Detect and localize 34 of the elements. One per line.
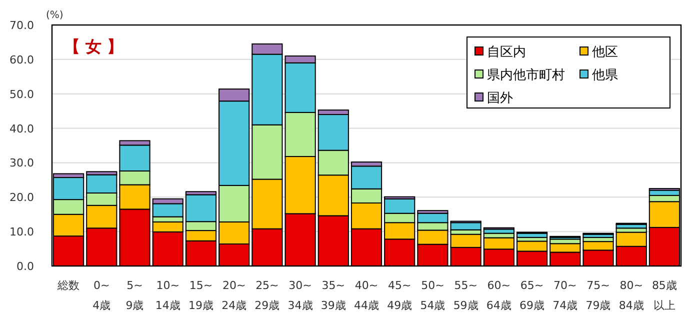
legend-label: 他区 <box>592 45 618 60</box>
legend-label: 国外 <box>487 91 513 106</box>
x-tick-label: 0~4歳 <box>92 279 111 312</box>
x-tick-label: 45~49歳 <box>387 279 412 312</box>
x-tick-label: 40~44歳 <box>354 279 379 312</box>
x-tick-label: 70~74歳 <box>552 279 578 312</box>
x-tick-label: 55~59歳 <box>453 279 478 312</box>
legend-label: 県内他市町村 <box>487 68 565 83</box>
x-tick-label: 総数 <box>56 279 80 292</box>
x-tick-label: 15~19歳 <box>188 279 214 312</box>
legend-label: 自区内 <box>487 45 526 60</box>
y-tick-label: 10.0 <box>10 226 34 239</box>
x-tick-label: 25~29歳 <box>254 279 280 312</box>
x-tick-label: 10~14歳 <box>155 279 180 312</box>
y-tick-label: 50.0 <box>10 88 34 101</box>
y-axis-title: (%) <box>46 10 64 21</box>
legend-label: 他県 <box>592 68 618 83</box>
y-tick-label: 40.0 <box>10 122 34 136</box>
x-tick-label: 20~24歳 <box>222 279 247 312</box>
y-tick-label: 60.0 <box>10 53 34 66</box>
y-tick-label: 0.0 <box>16 260 34 273</box>
y-tick-label: 70.0 <box>10 19 34 32</box>
x-tick-label: 75~79歳 <box>586 279 611 312</box>
y-tick-label: 30.0 <box>10 156 34 170</box>
x-tick-label: 65~69歳 <box>520 279 545 312</box>
x-tick-label: 50~54歳 <box>420 279 446 312</box>
x-tick-label: 5~9歳 <box>126 279 144 312</box>
x-tick-label: 60~64歳 <box>486 279 512 312</box>
y-tick-label: 20.0 <box>10 191 34 204</box>
x-tick-label: 35~39歳 <box>320 279 346 312</box>
x-tick-label: 80~84歳 <box>618 279 644 312</box>
x-tick-label: 85歳以上 <box>652 279 677 312</box>
annotation: 【 女 】 <box>64 37 124 56</box>
x-tick-label: 30~34歳 <box>288 279 313 312</box>
